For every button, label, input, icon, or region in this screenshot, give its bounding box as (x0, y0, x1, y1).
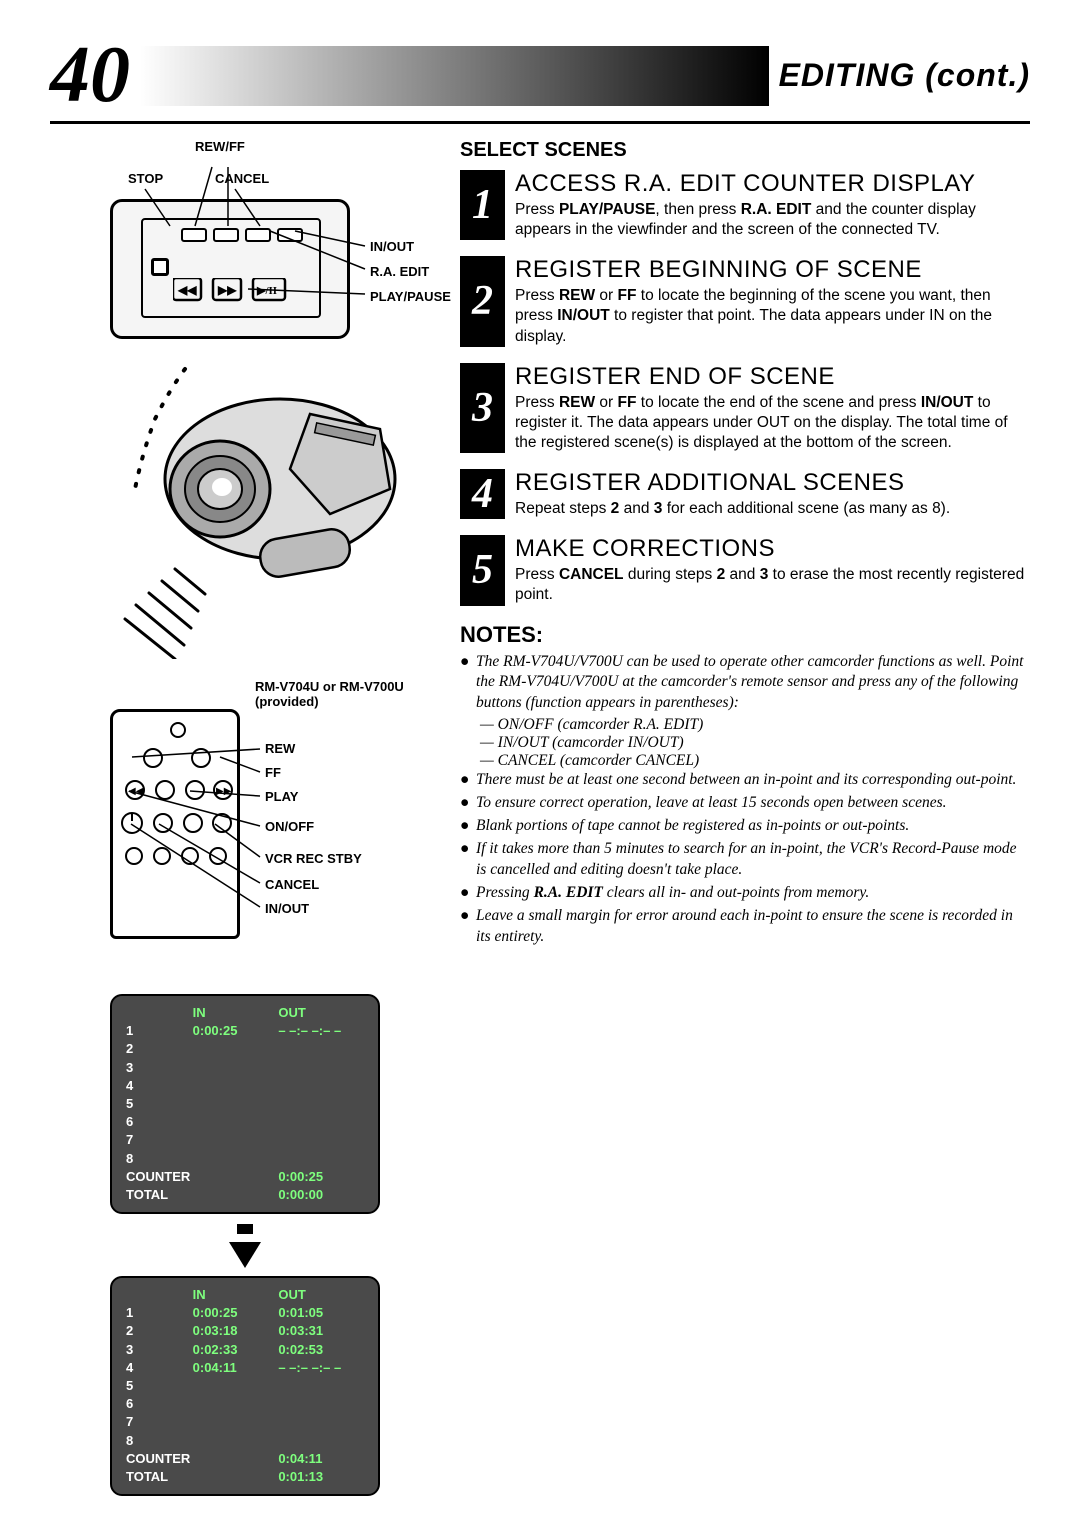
counter-table-1: INOUT 10:00:25– –:– –:– – 2 3 4 5 6 7 8 … (110, 994, 380, 1214)
remote-diagram: ◀◀ ▶▶ RM-V704U or RM-V700U (provided) RE… (110, 679, 440, 969)
note-item: Leave a small margin for error around ea… (460, 906, 1030, 948)
section-title: SELECT SCENES (460, 139, 1030, 162)
step-number: 1 (472, 181, 493, 229)
note-item: There must be at least one second betwee… (460, 770, 1030, 791)
step-1: 1 ACCESS R.A. EDIT COUNTER DISPLAYPress P… (460, 170, 1030, 240)
step-text: Press REW or FF to locate the beginning … (515, 286, 1030, 346)
step-number-box: 1 (460, 170, 505, 240)
step-text: Press REW or FF to locate the end of the… (515, 393, 1030, 453)
note-item: The RM-V704U/V700U can be used to operat… (460, 652, 1030, 715)
step-title: ACCESS R.A. EDIT COUNTER DISPLAY (515, 170, 1030, 198)
note-subitem: — ON/OFF (camcorder R.A. EDIT) (480, 716, 1030, 734)
step-number: 4 (472, 470, 493, 518)
label-inout: IN/OUT (370, 239, 414, 254)
label-remote-model: RM-V704U or RM-V700U (provided) (255, 679, 425, 709)
label-rew: REW (265, 741, 295, 756)
label-ff: FF (265, 765, 281, 780)
label-cancel: CANCEL (265, 877, 319, 892)
label-playpause: PLAY/PAUSE (370, 289, 451, 304)
page-number: 40 (50, 30, 130, 121)
step-title: MAKE CORRECTIONS (515, 535, 1030, 563)
note-subitem: — IN/OUT (camcorder IN/OUT) (480, 734, 1030, 752)
step-number: 3 (472, 384, 493, 432)
step-text: Press CANCEL during steps 2 and 3 to era… (515, 565, 1030, 605)
label-raedit: R.A. EDIT (370, 264, 429, 279)
step-number-box: 3 (460, 363, 505, 453)
camcorder-illustration (80, 359, 420, 659)
notes-title: NOTES: (460, 622, 1030, 648)
step-number: 5 (472, 546, 493, 594)
note-item: To ensure correct operation, leave at le… (460, 793, 1030, 814)
counter-table-2: INOUT 10:00:250:01:05 20:03:180:03:31 30… (110, 1276, 380, 1496)
lcd-diagram: REW/FF STOP CANCEL IN/OUT R.A. EDIT PLAY… (50, 139, 445, 349)
note-item: Pressing R.A. EDIT clears all in- and ou… (460, 883, 1030, 904)
step-title: REGISTER BEGINNING OF SCENE (515, 256, 1030, 284)
note-subitem: — CANCEL (camcorder CANCEL) (480, 752, 1030, 770)
step-number: 2 (472, 277, 493, 325)
label-inout-r: IN/OUT (265, 901, 309, 916)
step-text: Press PLAY/PAUSE, then press R.A. EDIT a… (515, 200, 1030, 240)
step-title: REGISTER END OF SCENE (515, 363, 1030, 391)
note-item: Blank portions of tape cannot be registe… (460, 816, 1030, 837)
note-item: If it takes more than 5 minutes to searc… (460, 839, 1030, 881)
header-gradient (140, 46, 769, 106)
arrow-down-icon (110, 1224, 380, 1268)
step-3: 3 REGISTER END OF SCENEPress REW or FF to… (460, 363, 1030, 453)
page-header: 40 EDITING (cont.) (50, 30, 1030, 124)
lcd-leader-lines (80, 151, 370, 301)
remote-leader-lines (110, 679, 265, 939)
step-text: Repeat steps 2 and 3 for each additional… (515, 499, 1030, 519)
label-play: PLAY (265, 789, 298, 804)
step-number-box: 2 (460, 256, 505, 346)
step-title: REGISTER ADDITIONAL SCENES (515, 469, 1030, 497)
step-number-box: 5 (460, 535, 505, 605)
step-2: 2 REGISTER BEGINNING OF SCENEPress REW or… (460, 256, 1030, 346)
note-sublist: — ON/OFF (camcorder R.A. EDIT)— IN/OUT (… (460, 716, 1030, 770)
step-5: 5 MAKE CORRECTIONSPress CANCEL during ste… (460, 535, 1030, 605)
label-vcr: VCR REC STBY (265, 851, 362, 866)
label-onoff: ON/OFF (265, 819, 314, 834)
header-title: EDITING (cont.) (779, 57, 1030, 94)
step-number-box: 4 (460, 469, 505, 519)
step-4: 4 REGISTER ADDITIONAL SCENESRepeat steps … (460, 469, 1030, 519)
